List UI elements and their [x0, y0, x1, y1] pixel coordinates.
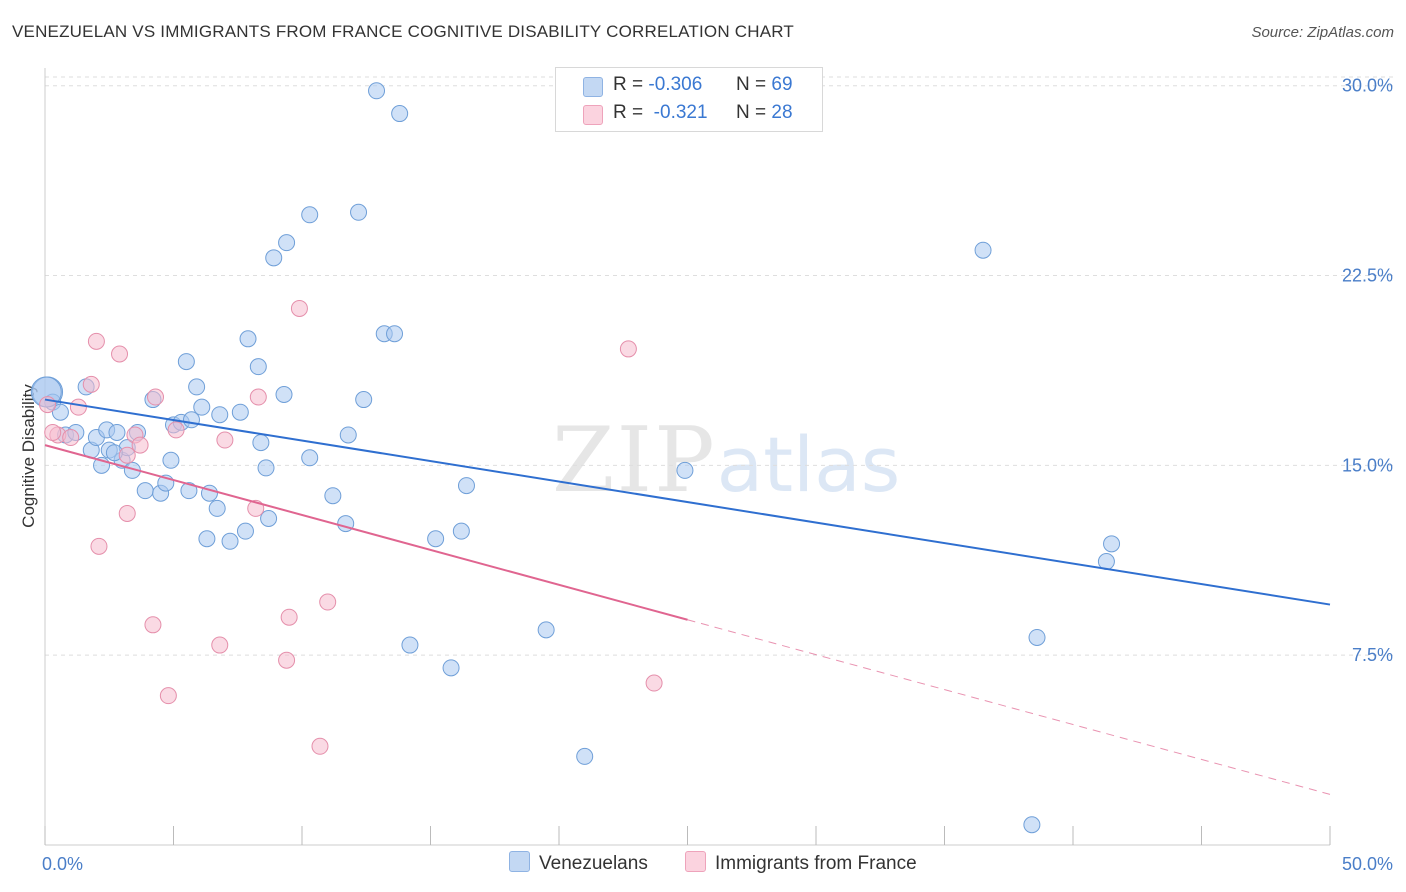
correlation-legend: R = -0.306 N = 69 R = -0.321 N = 28: [555, 67, 823, 132]
legend-swatch-france: [583, 105, 603, 125]
france-point: [290, 299, 308, 317]
venezuelan-point: [301, 206, 319, 224]
legend-item-france: Immigrants from France: [685, 851, 917, 875]
chart-source: Source: ZipAtlas.com: [1251, 24, 1394, 41]
france-point: [280, 608, 298, 626]
legend-row-venezuelans: R = -0.306 N = 69: [556, 73, 822, 101]
series-legend: Venezuelans Immigrants from France: [0, 851, 1406, 879]
france-point: [619, 340, 637, 358]
venezuelan-point: [386, 325, 404, 343]
france-point: [87, 332, 105, 350]
venezuelan-point: [265, 249, 283, 267]
legend-label-france: Immigrants from France: [715, 853, 917, 874]
venezuelan-point: [193, 398, 211, 416]
venezuelan-point: [368, 82, 386, 100]
france-point: [82, 375, 100, 393]
venezuelan-point: [301, 449, 319, 467]
legend-label-venezuelans: Venezuelans: [539, 853, 648, 874]
venezuelan-point: [257, 459, 275, 477]
chart-title: VENEZUELAN VS IMMIGRANTS FROM FRANCE COG…: [12, 22, 794, 41]
venezuelan-point: [391, 105, 409, 123]
france-point: [216, 431, 234, 449]
france-trendline: [44, 444, 688, 621]
venezuelan-point: [1103, 535, 1121, 553]
venezuelan-point: [974, 241, 992, 259]
france-point: [159, 687, 177, 705]
venezuelan-point: [231, 403, 249, 421]
france-point: [69, 398, 87, 416]
venezuelan-point: [457, 477, 475, 495]
watermark-atlas: atlas: [716, 420, 901, 509]
x-tick-label: 0.0%: [42, 854, 83, 874]
y-axis-label: Cognitive Disability: [19, 384, 38, 528]
venezuelan-point: [208, 499, 226, 517]
legend-n-venezuelans: N = 69: [736, 74, 793, 95]
y-tick-label: 7.5%: [1352, 645, 1393, 665]
france-point: [167, 421, 185, 439]
watermark: ZIPatlas: [552, 408, 900, 513]
france-point: [319, 593, 337, 611]
venezuelan-point: [452, 522, 470, 540]
venezuelan-point: [275, 385, 293, 403]
x-tick-label: 50.0%: [1342, 854, 1393, 874]
venezuelan-point: [576, 747, 594, 765]
venezuelan-point: [221, 532, 239, 550]
legend-n-france: N = 28: [736, 102, 793, 123]
venezuelan-point: [260, 510, 278, 528]
france-point: [90, 537, 108, 555]
venezuelan-point: [401, 636, 419, 654]
legend-swatch-venezuelans: [583, 77, 603, 97]
venezuelan-point: [180, 482, 198, 500]
france-trendline-extension: [687, 619, 1331, 795]
france-point: [211, 636, 229, 654]
venezuelan-point: [211, 406, 229, 424]
y-tick-label: 30.0%: [1342, 76, 1393, 96]
venezuelan-point: [350, 203, 368, 221]
venezuelan-point: [51, 403, 69, 421]
watermark-zip: ZIP: [552, 408, 717, 513]
legend-r-france: R = -0.321: [613, 102, 708, 123]
france-point: [118, 504, 136, 522]
venezuelan-point: [236, 522, 254, 540]
venezuelan-point: [108, 423, 126, 441]
venezuelan-point: [252, 434, 270, 452]
venezuelan-point: [1023, 816, 1041, 834]
france-point: [111, 345, 129, 363]
venezuelan-point: [198, 530, 216, 548]
france-point: [131, 436, 149, 454]
france-point: [645, 674, 663, 692]
france-point: [311, 737, 329, 755]
venezuelan-point: [324, 487, 342, 505]
venezuelan-point: [136, 482, 154, 500]
venezuelan-point: [537, 621, 555, 639]
venezuelan-point: [278, 234, 296, 252]
france-point: [249, 388, 267, 406]
france-point: [62, 429, 80, 447]
legend-row-france: R = -0.321 N = 28: [556, 101, 822, 129]
legend-swatch: [509, 851, 530, 872]
venezuelan-trendline: [44, 398, 1331, 606]
france-point: [44, 423, 62, 441]
venezuelan-point: [1028, 628, 1046, 646]
venezuelan-point: [339, 426, 357, 444]
france-point: [278, 651, 296, 669]
france-point: [118, 446, 136, 464]
venezuelan-point: [249, 358, 267, 376]
venezuelan-point: [442, 659, 460, 677]
venezuelan-point: [188, 378, 206, 396]
venezuelan-point: [162, 451, 180, 469]
legend-item-venezuelans: Venezuelans: [509, 851, 648, 875]
venezuelan-point: [239, 330, 257, 348]
venezuelan-point: [355, 391, 373, 409]
y-tick-label: 15.0%: [1342, 455, 1393, 475]
legend-swatch: [685, 851, 706, 872]
france-point: [147, 388, 165, 406]
y-tick-label: 22.5%: [1342, 266, 1393, 286]
venezuelan-point: [177, 353, 195, 371]
legend-r-venezuelans: R = -0.306: [613, 74, 703, 95]
venezuelan-point: [427, 530, 445, 548]
france-point: [144, 616, 162, 634]
venezuelan-point: [676, 461, 694, 479]
